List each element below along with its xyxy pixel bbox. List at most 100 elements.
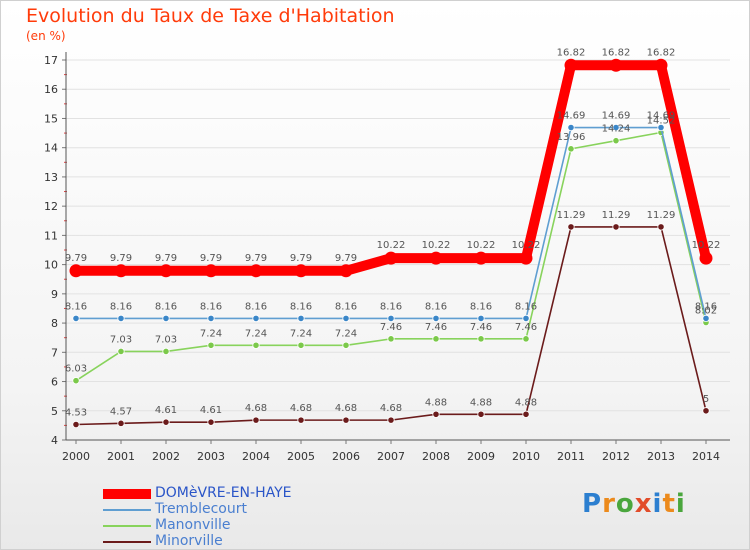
data-label-tremblecourt-2007: 8.16 — [380, 301, 402, 312]
y-tick-label-14: 14 — [44, 142, 58, 155]
x-tick-label-2007: 2007 — [377, 450, 405, 463]
data-label-dom-vre-en-haye-2003: 9.79 — [200, 253, 222, 264]
y-tick-label-8: 8 — [51, 317, 58, 330]
data-label-tremblecourt-2004: 8.16 — [245, 301, 267, 312]
data-label-tremblecourt-2011: 14.69 — [557, 111, 586, 122]
data-label-manonville-2009: 7.46 — [470, 322, 492, 333]
legend-label-domevre: DOMèVRE-EN-HAYE — [155, 485, 292, 501]
x-tick-label-2014: 2014 — [692, 450, 720, 463]
data-point-tremblecourt-2010 — [522, 314, 530, 322]
y-tick-label-16: 16 — [44, 83, 58, 96]
data-point-tremblecourt-2008 — [432, 314, 440, 322]
data-point-dom-vre-en-haye-2009 — [474, 251, 488, 265]
data-point-manonville-2002 — [162, 347, 170, 356]
data-point-manonville-2004 — [252, 341, 260, 349]
data-label-manonville-2012: 14.24 — [602, 124, 631, 135]
data-point-dom-vre-en-haye-2010 — [519, 251, 533, 265]
data-label-dom-vre-en-haye-2004: 9.79 — [245, 253, 267, 264]
x-tick-label-2006: 2006 — [332, 450, 360, 463]
data-point-tremblecourt-2004 — [252, 314, 260, 322]
data-point-tremblecourt-2000 — [72, 314, 80, 322]
data-point-minorville-2007 — [387, 416, 395, 424]
data-label-minorville-2007: 4.68 — [380, 403, 402, 414]
y-tick-label-17: 17 — [44, 54, 58, 67]
data-point-tremblecourt-2001 — [117, 314, 125, 322]
data-point-minorville-2013 — [657, 223, 665, 231]
data-point-manonville-2007 — [387, 335, 395, 343]
data-label-manonville-2003: 7.24 — [200, 328, 222, 339]
legend-swatch-manonville — [103, 525, 151, 527]
data-label-tremblecourt-2012: 14.69 — [602, 111, 631, 122]
data-point-dom-vre-en-haye-2008 — [429, 251, 443, 265]
data-label-minorville-2010: 4.88 — [515, 397, 537, 408]
x-tick-label-2011: 2011 — [557, 450, 585, 463]
y-tick-label-13: 13 — [44, 171, 58, 184]
data-label-minorville-2011: 11.29 — [557, 210, 586, 221]
data-point-dom-vre-en-haye-2004 — [249, 264, 263, 278]
y-tick-label-6: 6 — [51, 376, 58, 389]
data-point-minorville-2005 — [297, 416, 305, 424]
data-point-minorville-2002 — [162, 418, 170, 426]
data-point-minorville-2014 — [702, 407, 710, 415]
logo-letter: i — [675, 489, 686, 519]
data-label-tremblecourt-2008: 8.16 — [425, 301, 447, 312]
data-point-minorville-2008 — [432, 410, 440, 418]
data-label-tremblecourt-2000: 8.16 — [65, 301, 87, 312]
data-label-tremblecourt-2010: 8.16 — [515, 301, 537, 312]
data-label-manonville-2002: 7.03 — [155, 334, 177, 345]
data-label-minorville-2000: 4.53 — [65, 408, 87, 419]
data-label-tremblecourt-2006: 8.16 — [335, 301, 357, 312]
data-point-tremblecourt-2012 — [612, 123, 620, 132]
series-line-tremblecourt — [75, 126, 707, 320]
data-label-dom-vre-en-haye-2007: 10.22 — [377, 240, 406, 251]
data-point-minorville-2012 — [612, 223, 620, 231]
data-point-tremblecourt-2002 — [162, 314, 170, 322]
data-label-manonville-2013: 14.52 — [647, 115, 676, 126]
data-label-tremblecourt-2014: 8.16 — [695, 301, 717, 312]
data-point-manonville-2006 — [342, 341, 350, 349]
y-tick-label-5: 5 — [51, 405, 58, 418]
logo-letter: t — [662, 489, 676, 519]
legend-label-manonville: Manonville — [155, 517, 231, 533]
label-layer: 9.79 9.79 9.79 9.79 9.79 9.79 9.79 10.22 10.22 10… — [65, 47, 720, 418]
x-tick-label-2013: 2013 — [647, 450, 675, 463]
data-label-manonville-2005: 7.24 — [290, 328, 312, 339]
legend-label-tremblecourt: Tremblecourt — [155, 501, 247, 517]
data-point-manonville-2001 — [117, 347, 125, 356]
data-point-dom-vre-en-haye-2007 — [384, 251, 398, 265]
data-point-manonville-2010 — [522, 335, 530, 343]
data-point-manonville-2011 — [567, 145, 575, 153]
x-tick-label-2002: 2002 — [152, 450, 180, 463]
data-label-minorville-2014: 5 — [703, 394, 709, 405]
data-label-manonville-2006: 7.24 — [335, 328, 357, 339]
data-point-tremblecourt-2006 — [342, 314, 350, 322]
data-point-manonville-2009 — [477, 335, 485, 343]
data-label-minorville-2001: 4.57 — [110, 406, 132, 417]
data-label-tremblecourt-2002: 8.16 — [155, 301, 177, 312]
x-tick-label-2012: 2012 — [602, 450, 630, 463]
data-point-minorville-2003 — [207, 418, 215, 426]
logo-letter: P — [582, 489, 603, 519]
data-point-minorville-2010 — [522, 410, 530, 418]
logo-letter: x — [634, 489, 653, 519]
logo-letter: r — [602, 489, 616, 519]
x-tick-label-2003: 2003 — [197, 450, 225, 463]
data-label-tremblecourt-2009: 8.16 — [470, 301, 492, 312]
grid-layer — [66, 59, 730, 441]
data-point-dom-vre-en-haye-2014 — [699, 251, 713, 265]
chart-unit-label: (en %) — [26, 29, 66, 43]
data-label-minorville-2012: 11.29 — [602, 210, 631, 221]
legend-swatch-minorville — [103, 541, 151, 543]
data-label-dom-vre-en-haye-2001: 9.79 — [110, 253, 132, 264]
proxiti-logo: Proxiti — [582, 489, 686, 519]
data-point-dom-vre-en-haye-2002 — [159, 264, 173, 278]
data-label-tremblecourt-2001: 8.16 — [110, 301, 132, 312]
data-label-minorville-2009: 4.88 — [470, 397, 492, 408]
data-label-dom-vre-en-haye-2010: 10.22 — [512, 240, 541, 251]
data-point-tremblecourt-2013 — [657, 123, 665, 132]
data-label-minorville-2013: 11.29 — [647, 210, 676, 221]
legend-swatch-domevre — [103, 489, 151, 499]
data-label-dom-vre-en-haye-2013: 16.82 — [647, 47, 676, 58]
data-label-minorville-2005: 4.68 — [290, 403, 312, 414]
